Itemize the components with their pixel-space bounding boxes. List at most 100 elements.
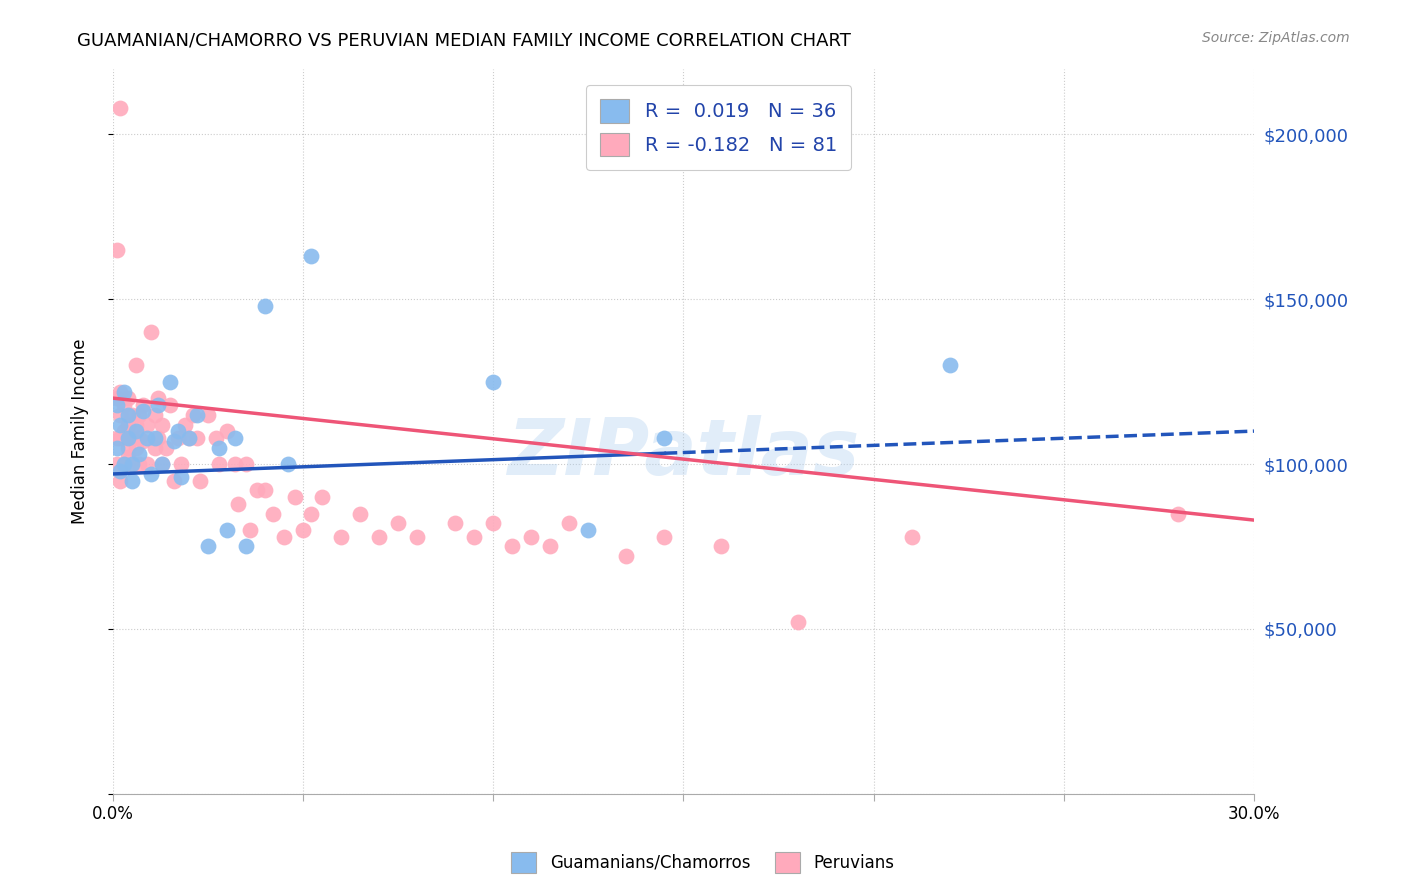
Point xyxy=(150,417,173,432)
Point xyxy=(148,431,170,445)
Point xyxy=(654,431,676,445)
Point xyxy=(177,431,200,445)
Point xyxy=(900,530,922,544)
Point xyxy=(117,391,139,405)
Point xyxy=(105,243,128,257)
Point xyxy=(148,391,170,405)
Point xyxy=(576,523,599,537)
Point xyxy=(482,516,505,531)
Point xyxy=(181,408,204,422)
Point xyxy=(117,408,139,422)
Text: GUAMANIAN/CHAMORRO VS PERUVIAN MEDIAN FAMILY INCOME CORRELATION CHART: GUAMANIAN/CHAMORRO VS PERUVIAN MEDIAN FA… xyxy=(77,31,851,49)
Point xyxy=(163,434,186,448)
Point xyxy=(121,457,143,471)
Point xyxy=(128,457,150,471)
Point xyxy=(253,299,276,313)
Point xyxy=(110,431,132,445)
Point xyxy=(349,507,371,521)
Point xyxy=(292,523,315,537)
Point xyxy=(110,101,132,115)
Point xyxy=(110,474,132,488)
Point xyxy=(121,457,143,471)
Point xyxy=(117,431,139,445)
Point xyxy=(117,417,139,432)
Point xyxy=(110,384,132,399)
Point xyxy=(786,615,808,630)
Point xyxy=(1167,507,1189,521)
Point xyxy=(112,457,135,471)
Point xyxy=(112,398,135,412)
Point xyxy=(112,457,135,471)
Point xyxy=(110,417,132,432)
Point xyxy=(463,530,485,544)
Point xyxy=(105,398,128,412)
Point xyxy=(105,457,128,471)
Point xyxy=(155,441,177,455)
Point xyxy=(501,540,523,554)
Point xyxy=(121,474,143,488)
Point xyxy=(139,325,162,339)
Point xyxy=(208,457,231,471)
Point xyxy=(128,408,150,422)
Point xyxy=(117,441,139,455)
Point xyxy=(273,530,295,544)
Point xyxy=(177,431,200,445)
Point xyxy=(143,408,166,422)
Point xyxy=(148,398,170,412)
Point xyxy=(538,540,561,554)
Point xyxy=(170,470,193,484)
Point xyxy=(150,457,173,471)
Point xyxy=(938,358,960,372)
Point xyxy=(330,530,353,544)
Point xyxy=(105,441,128,455)
Point xyxy=(197,540,219,554)
Point xyxy=(208,441,231,455)
Point xyxy=(132,404,155,418)
Point xyxy=(166,431,188,445)
Point xyxy=(132,434,155,448)
Point xyxy=(224,431,246,445)
Point xyxy=(284,490,307,504)
Point xyxy=(215,523,238,537)
Point xyxy=(128,447,150,461)
Point xyxy=(368,530,391,544)
Point xyxy=(136,457,159,471)
Point xyxy=(124,441,146,455)
Point xyxy=(174,417,197,432)
Point xyxy=(124,424,146,438)
Point xyxy=(482,375,505,389)
Point xyxy=(444,516,467,531)
Point xyxy=(188,474,211,488)
Point xyxy=(262,507,284,521)
Point xyxy=(186,431,208,445)
Point xyxy=(387,516,409,531)
Text: Source: ZipAtlas.com: Source: ZipAtlas.com xyxy=(1202,31,1350,45)
Point xyxy=(235,457,257,471)
Point xyxy=(239,523,262,537)
Point xyxy=(136,431,159,445)
Point xyxy=(224,457,246,471)
Point xyxy=(170,457,193,471)
Point xyxy=(299,507,322,521)
Point xyxy=(159,375,181,389)
Point xyxy=(215,424,238,438)
Point xyxy=(277,457,299,471)
Point xyxy=(235,540,257,554)
Point xyxy=(110,408,132,422)
Point xyxy=(121,431,143,445)
Point xyxy=(204,431,226,445)
Legend: R =  0.019   N = 36, R = -0.182   N = 81: R = 0.019 N = 36, R = -0.182 N = 81 xyxy=(586,86,851,169)
Point xyxy=(139,467,162,481)
Legend: Guamanians/Chamorros, Peruvians: Guamanians/Chamorros, Peruvians xyxy=(505,846,901,880)
Point xyxy=(197,408,219,422)
Point xyxy=(520,530,543,544)
Point xyxy=(246,483,269,498)
Y-axis label: Median Family Income: Median Family Income xyxy=(72,338,89,524)
Point xyxy=(150,457,173,471)
Point xyxy=(124,417,146,432)
Point xyxy=(406,530,429,544)
Point xyxy=(253,483,276,498)
Text: ZIPatlas: ZIPatlas xyxy=(508,415,859,491)
Point xyxy=(311,490,333,504)
Point xyxy=(128,431,150,445)
